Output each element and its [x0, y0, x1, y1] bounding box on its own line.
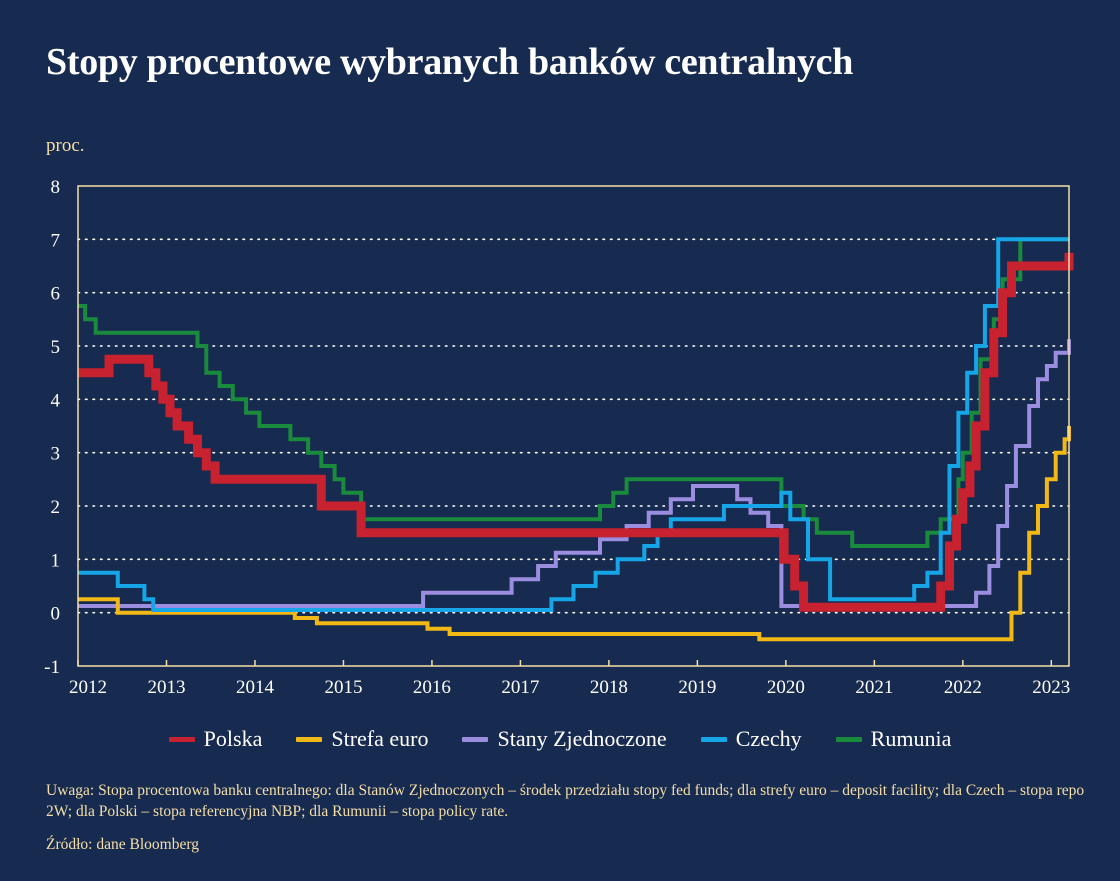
- legend-label-polska: Polska: [203, 726, 263, 751]
- grid-layer: [77, 238, 1070, 614]
- legend-item-strefa-euro: Strefa euro: [296, 726, 428, 752]
- y-tick-label: 3: [51, 444, 61, 465]
- x-tick-label: 2020: [767, 677, 805, 698]
- legend-label-czechy: Czechy: [735, 726, 802, 751]
- y-tick-label: 5: [51, 337, 61, 358]
- y-tick-label: 4: [51, 390, 61, 411]
- y-tick-label: 8: [51, 177, 61, 198]
- legend-label-stany-zjednoczone: Stany Zjednoczone: [497, 726, 667, 751]
- legend-item-rumunia: Rumunia: [835, 726, 952, 752]
- x-tick-label: 2018: [590, 677, 628, 698]
- series-line-stany-zjednoczone: [78, 339, 1071, 608]
- chart-title: Stopy procentowe wybranych banków centra…: [46, 41, 854, 83]
- legend-swatch-rumunia: [835, 736, 862, 742]
- y-tick-label: 6: [51, 284, 61, 305]
- legend-label-strefa-euro: Strefa euro: [331, 726, 429, 751]
- x-tick-label: 2023: [1032, 677, 1070, 698]
- y-tick-label: -1: [44, 657, 60, 678]
- series-line-rumunia: [78, 237, 1069, 548]
- legend-swatch-czechy: [700, 736, 727, 742]
- legend-swatch-polska: [168, 736, 195, 742]
- x-tick-label: 2012: [69, 677, 107, 698]
- x-tick-label: 2022: [944, 677, 982, 698]
- series-layer: [78, 237, 1074, 642]
- chart-source: Źródło: dane Bloomberg: [46, 836, 199, 853]
- y-tick-label: 0: [51, 604, 61, 625]
- plot-frame: [77, 185, 1070, 667]
- legend-item-stany-zjednoczone: Stany Zjednoczone: [462, 726, 667, 752]
- x-tick-label: 2019: [678, 677, 716, 698]
- legend: Polska Strefa euro Stany Zjednoczone Cze…: [0, 726, 1120, 752]
- legend-swatch-stany-zjednoczone: [462, 736, 489, 742]
- legend-item-czechy: Czechy: [700, 726, 802, 752]
- chart-note: Uwaga: Stopa procentowa banku centralneg…: [46, 782, 1085, 820]
- x-tick-label: 2016: [413, 677, 451, 698]
- series-line-czechy: [78, 237, 1069, 612]
- x-tick-label: 2014: [236, 677, 275, 698]
- series-line-polska: [78, 252, 1074, 612]
- y-tick-label: 7: [51, 230, 61, 251]
- legend-swatch-strefa-euro: [296, 736, 323, 742]
- x-ticks: 2012 2013 2014 2015 2016 2017 2018 2019 2020 2021…: [69, 660, 1070, 698]
- series-line-strefa-euro: [78, 426, 1071, 642]
- chart-plot: -1 0 1 2 3 4 5 6 7 8 2012 2013 2014 2015 2016 2017 2018…: [44, 177, 1074, 698]
- x-tick-label: 2013: [147, 677, 185, 698]
- y-tick-label: 2: [51, 497, 61, 518]
- y-ticks: -1 0 1 2 3 4 5 6 7 8: [44, 177, 60, 678]
- legend-label-rumunia: Rumunia: [870, 726, 952, 751]
- y-tick-label: 1: [51, 550, 61, 571]
- x-tick-label: 2021: [855, 677, 893, 698]
- legend-item-polska: Polska: [168, 726, 263, 752]
- x-tick-label: 2017: [501, 677, 539, 698]
- x-tick-label: 2015: [324, 677, 362, 698]
- y-axis-unit: proc.: [46, 135, 85, 156]
